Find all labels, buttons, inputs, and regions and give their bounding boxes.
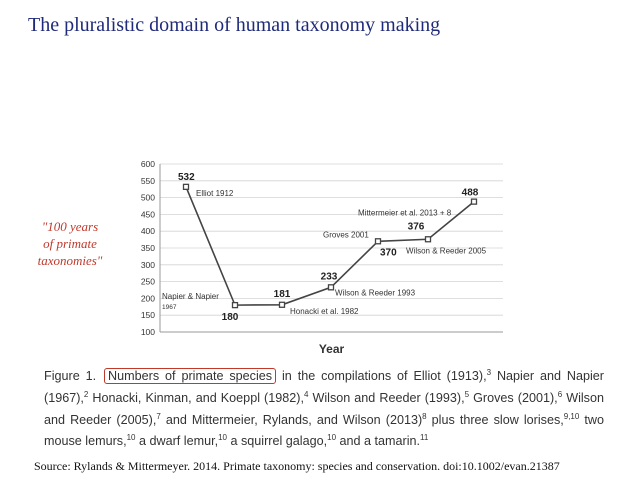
caption-reference: 3 [486,368,492,377]
y-tick-label: 200 [141,293,155,303]
point-name-label: Honacki et al. 1982 [290,307,359,316]
caption-segment: two mouse lemurs, [44,412,604,449]
data-point [278,301,286,308]
y-tick-label: 550 [141,176,155,186]
point-name-label: Wilson & Reeder 2005 [406,246,487,255]
caption-reference: 10 [126,433,136,443]
side-note-line: of primate [43,236,97,251]
caption-segment: Wilson and Reeder (1993), [308,390,465,405]
data-point [231,301,239,309]
caption-text: in the compilations of Elliot (1913),3 N… [44,368,604,449]
caption-reference: 9,10 [563,411,580,421]
caption-segment: Napier and Napier (1967), [44,369,604,405]
data-point [182,183,190,190]
side-note-line: "100 years [41,219,99,234]
caption-segment: and a tamarin. [336,434,421,449]
data-value-label: 180 [222,312,239,323]
data-point [374,238,382,245]
source-citation: Source: Rylands & Mittermeyer. 2014. Pri… [34,459,560,473]
data-value-label: 376 [408,221,425,232]
point-name-label: Elliot 1912 [196,189,234,198]
caption-segment: plus three slow lorises, [426,412,564,427]
y-tick-label: 100 [141,327,155,337]
point-name-label: Wilson & Reeder 1993 [335,288,416,297]
y-tick-label: 500 [141,193,155,203]
data-value-label: 532 [178,172,195,183]
caption-reference: 8 [422,411,427,421]
caption-segment: a squirrel galago, [227,434,328,449]
caption-reference: 11 [420,433,429,443]
y-tick-label: 300 [141,260,155,270]
caption-segment: Honacki, Kinman, and Koeppl (1982), [88,390,304,405]
side-note: "100 years of primate taxonomies" [22,218,118,269]
y-tick-label: 350 [141,243,155,253]
caption-reference: 5 [464,389,470,399]
y-tick-label: 400 [141,226,155,236]
data-point [424,236,432,243]
caption-reference: 6 [557,389,563,399]
y-tick-label: 250 [141,277,155,287]
caption-highlight: Numbers of primate species [104,368,277,385]
caption-reference: 10 [327,433,337,443]
data-value-label: 181 [274,289,291,300]
slide-title: The pluralistic domain of human taxonomy… [28,14,441,36]
data-point [470,198,478,205]
data-point [327,284,335,291]
y-tick-label: 150 [141,310,155,320]
point-name-label: Mittermeier et al. 2013 + 8 [358,209,452,218]
caption-segment: in the compilations of Elliot (1913), [276,369,487,384]
point-name-sublabel: 1967 [162,304,177,311]
caption-segment: Groves (2001), [469,390,558,405]
data-value-label: 370 [380,247,397,258]
caption-segment: Wilson and Reeder (2005), [44,390,604,427]
figure-label: Figure 1. [44,369,97,384]
species-count-chart: 100 150 200 250 300 350 400 450 500 550 600 532Elli… [141,159,503,356]
caption-reference: 4 [303,389,309,399]
caption-reference: 2 [83,389,89,399]
y-tick-label: 450 [141,209,155,219]
y-tick-label: 600 [141,159,155,169]
figure-caption: Figure 1. Numbers of primate species in … [44,364,604,451]
caption-segment: and Mittermeier, Rylands, and Wilson (20… [160,412,423,427]
x-axis-title: Year [319,342,345,356]
data-value-label: 488 [462,188,479,199]
caption-reference: 7 [156,411,161,421]
point-name-label: Groves 2001 [323,230,369,239]
side-note-line: taxonomies" [37,253,103,268]
data-value-label: 233 [321,271,338,282]
caption-reference: 10 [218,433,227,443]
caption-segment: a dwarf lemur, [135,434,219,449]
point-name-label: Napier & Napier [162,292,219,301]
